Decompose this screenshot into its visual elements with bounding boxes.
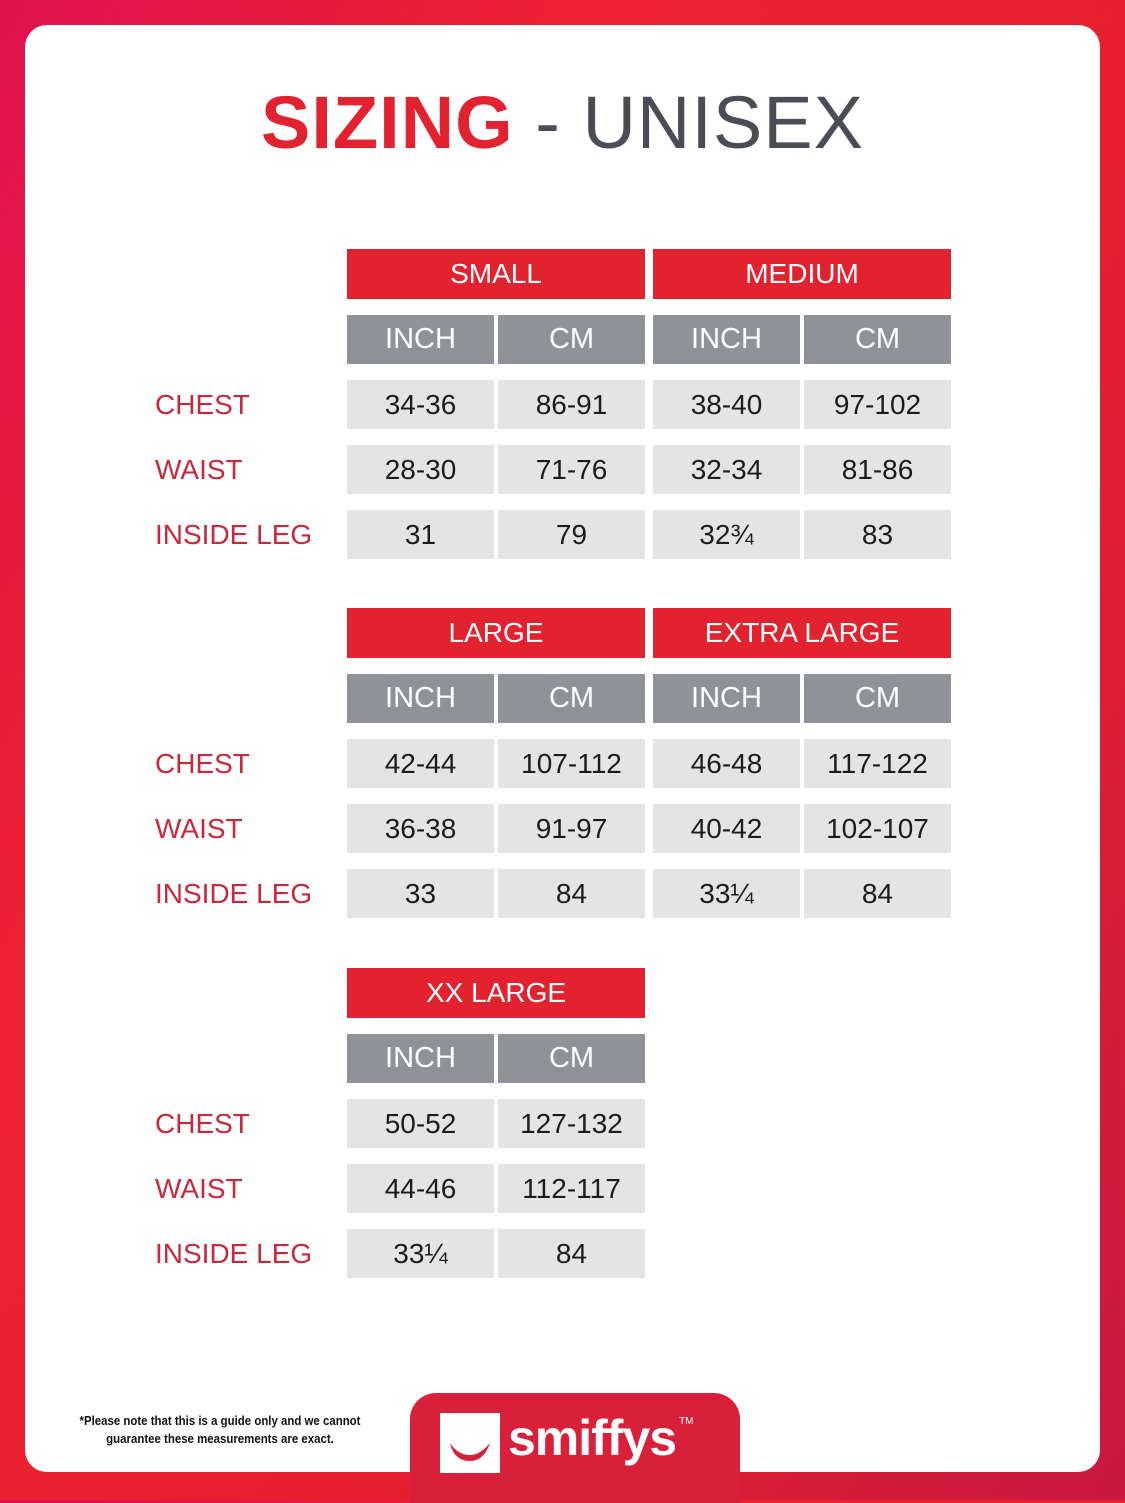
size-header: XX LARGE: [347, 968, 645, 1018]
value-cell-cm: 97-102: [804, 380, 951, 429]
unit-header-inch: INCH: [347, 1034, 494, 1083]
value-cell-inch: 44-46: [347, 1164, 494, 1213]
value-cell-inch: 33: [347, 869, 494, 918]
unit-header-cm: CM: [804, 674, 951, 723]
size-header: LARGE: [347, 608, 645, 658]
unit-header-cm: CM: [804, 315, 951, 364]
unit-header-inch: INCH: [653, 674, 800, 723]
value-cell-inch: 38-40: [653, 380, 800, 429]
value-cell-cm: 84: [498, 869, 645, 918]
value-cell-inch: 33¼: [347, 1229, 494, 1278]
value-cell-cm: 91-97: [498, 804, 645, 853]
value-cell-inch: 32-34: [653, 445, 800, 494]
row-label: CHEST: [155, 747, 250, 779]
unit-header-inch: INCH: [347, 674, 494, 723]
value-cell-inch: 32¾: [653, 510, 800, 559]
value-cell-inch: 40-42: [653, 804, 800, 853]
value-cell-inch: 31: [347, 510, 494, 559]
unit-header-cm: CM: [498, 674, 645, 723]
value-cell-inch: 50-52: [347, 1099, 494, 1148]
unit-header-inch: INCH: [347, 315, 494, 364]
disclaimer-note: *Please note that this is a guide only a…: [79, 1413, 361, 1446]
value-cell-inch: 33¼: [653, 869, 800, 918]
size-header: SMALL: [347, 249, 645, 299]
unit-header-inch: INCH: [653, 315, 800, 364]
value-cell-cm: 79: [498, 510, 645, 559]
row-label: CHEST: [155, 388, 250, 420]
value-cell-inch: 34-36: [347, 380, 494, 429]
size-header: MEDIUM: [653, 249, 951, 299]
smile-logo-icon: [440, 1413, 500, 1473]
value-cell-cm: 71-76: [498, 445, 645, 494]
row-label: INSIDE LEG: [155, 877, 313, 909]
row-label: WAIST: [155, 1172, 243, 1204]
page-title: SIZING - UNISEX: [261, 81, 864, 164]
row-label: INSIDE LEG: [155, 1237, 313, 1269]
brand-logo-wrap: smiffys TM: [508, 1408, 694, 1468]
value-cell-inch: 28-30: [347, 445, 494, 494]
value-cell-inch: 36-38: [347, 804, 494, 853]
value-cell-cm: 112-117: [498, 1164, 645, 1213]
value-cell-cm: 86-91: [498, 380, 645, 429]
value-cell-cm: 81-86: [804, 445, 951, 494]
value-cell-cm: 83: [804, 510, 951, 559]
value-cell-cm: 102-107: [804, 804, 951, 853]
brand-logo: smiffys: [508, 1410, 677, 1466]
size-header: EXTRA LARGE: [653, 608, 951, 658]
row-label: INSIDE LEG: [155, 518, 313, 550]
unit-header-cm: CM: [498, 1034, 645, 1083]
value-cell-cm: 84: [498, 1229, 645, 1278]
value-cell-cm: 127-132: [498, 1099, 645, 1148]
unit-header-cm: CM: [498, 315, 645, 364]
row-label: CHEST: [155, 1107, 250, 1139]
value-cell-inch: 46-48: [653, 739, 800, 788]
row-label: WAIST: [155, 812, 243, 844]
value-cell-inch: 42-44: [347, 739, 494, 788]
row-label: WAIST: [155, 453, 243, 485]
value-cell-cm: 107-112: [498, 739, 645, 788]
value-cell-cm: 84: [804, 869, 951, 918]
value-cell-cm: 117-122: [804, 739, 951, 788]
trademark: TM: [679, 1416, 694, 1427]
